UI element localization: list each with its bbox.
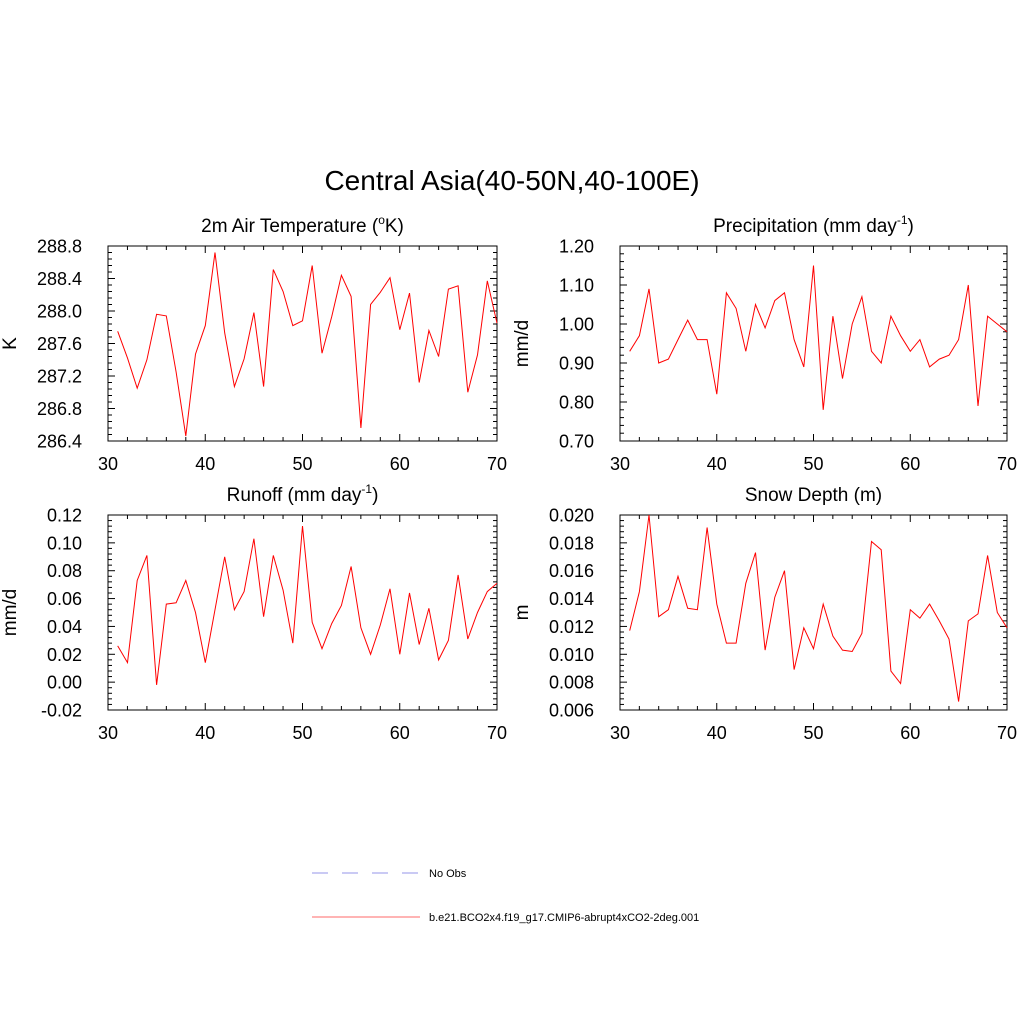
- x-tick-label: 30: [610, 454, 630, 474]
- y-tick-label: 0.02: [47, 645, 82, 665]
- y-tick-label: 0.012: [549, 617, 594, 637]
- panel-title: Runoff (mm day-1): [227, 482, 379, 506]
- figure-title: Central Asia(40-50N,40-100E): [324, 165, 699, 196]
- x-tick-label: 70: [487, 454, 507, 474]
- y-tick-label: 0.90: [559, 354, 594, 374]
- y-axis-label: m: [512, 605, 533, 621]
- plot-frame: [619, 245, 1008, 442]
- x-tick-label: 30: [98, 454, 118, 474]
- y-tick-label: 0.12: [47, 506, 82, 526]
- series-line: [629, 265, 1008, 410]
- panel-title: Snow Depth (m): [745, 485, 882, 506]
- x-tick-label: 60: [900, 723, 920, 743]
- y-tick-label: 1.20: [559, 237, 594, 257]
- panel-title-superscript: -1: [897, 213, 908, 227]
- x-tick-label: 70: [997, 454, 1017, 474]
- series-line: [117, 526, 498, 685]
- panel-title-main: Runoff (mm day: [227, 485, 362, 506]
- panel-title-tail: ): [372, 485, 378, 506]
- panel-4: 30 40 50 60 70 0.006 0.008 0.010 0.012 0.014 0.016…: [512, 485, 1017, 743]
- plot-frame: [619, 514, 1008, 711]
- y-tick-label: 0.006: [549, 701, 594, 721]
- panel-title-superscript: o: [378, 213, 385, 227]
- panel-title-main: 2m Air Temperature (: [201, 216, 379, 237]
- legend-label: No Obs: [429, 868, 467, 880]
- y-tick-label: 0.80: [559, 393, 594, 413]
- x-tick-label: 60: [900, 454, 920, 474]
- y-tick-label: 0.70: [559, 432, 594, 452]
- panel-3: 30 40 50 60 70 -0.02 0.00 0.02 0.04 0.06 0.08 0.10 0…: [0, 482, 507, 743]
- x-tick-label: 40: [707, 454, 727, 474]
- y-tick-label: 0.008: [549, 673, 594, 693]
- panel-title-tail: K): [385, 216, 404, 237]
- y-tick-label: 0.018: [549, 533, 594, 553]
- y-tick-label: 288.4: [37, 269, 82, 289]
- y-tick-label: 0.020: [549, 506, 594, 526]
- legend: No Obs b.e21.BCO2x4.f19_g17.CMIP6-abrupt4…: [312, 868, 699, 924]
- x-tick-label: 50: [803, 454, 823, 474]
- y-tick-label: 287.6: [37, 334, 82, 354]
- x-tick-label: 50: [803, 723, 823, 743]
- x-tick-label: 40: [195, 723, 215, 743]
- y-tick-label: 288.8: [37, 237, 82, 257]
- series-line: [629, 514, 1008, 702]
- y-tick-label: 287.2: [37, 367, 82, 387]
- y-tick-label: -0.02: [41, 701, 82, 721]
- panel-title: 2m Air Temperature (oK): [201, 213, 404, 237]
- y-tick-label: 0.014: [549, 589, 594, 609]
- y-tick-label: 286.4: [37, 432, 82, 452]
- y-tick-label: 0.00: [47, 673, 82, 693]
- y-tick-label: 286.8: [37, 399, 82, 419]
- x-tick-label: 40: [707, 723, 727, 743]
- x-tick-label: 40: [195, 454, 215, 474]
- y-tick-label: 0.10: [47, 533, 82, 553]
- legend-label: b.e21.BCO2x4.f19_g17.CMIP6-abrupt4xCO2-2…: [429, 912, 699, 924]
- y-axis-label: K: [0, 337, 21, 350]
- panel-title-superscript: -1: [361, 482, 372, 496]
- y-tick-label: 0.04: [47, 617, 82, 637]
- panel-title-tail: ): [908, 216, 914, 237]
- panel-title: Precipitation (mm day-1): [713, 213, 914, 237]
- x-tick-label: 50: [292, 723, 312, 743]
- y-axis-label: mm/d: [0, 589, 21, 637]
- x-tick-label: 60: [390, 454, 410, 474]
- y-tick-label: 0.016: [549, 561, 594, 581]
- panel-title-main: Snow Depth (m): [745, 485, 882, 506]
- panel-2: 30 40 50 60 70 0.70 0.80 0.90 1.00 1.10 1.20 Precip…: [512, 213, 1017, 474]
- panel-group: 30 40 50 60 70 286.4 286.8 287.2 287.6 288.0 288.4…: [0, 213, 1017, 743]
- x-tick-label: 70: [997, 723, 1017, 743]
- panel-title-main: Precipitation (mm day: [713, 216, 897, 237]
- x-tick-label: 30: [98, 723, 118, 743]
- x-tick-label: 70: [487, 723, 507, 743]
- x-tick-label: 50: [292, 454, 312, 474]
- plot-frame: [107, 514, 498, 711]
- y-tick-label: 1.10: [559, 276, 594, 296]
- x-tick-label: 30: [610, 723, 630, 743]
- y-tick-label: 1.00: [559, 315, 594, 335]
- series-line: [117, 252, 498, 437]
- y-tick-label: 0.08: [47, 561, 82, 581]
- x-tick-label: 60: [390, 723, 410, 743]
- y-tick-label: 288.0: [37, 302, 82, 322]
- y-tick-label: 0.010: [549, 645, 594, 665]
- panel-1: 30 40 50 60 70 286.4 286.8 287.2 287.6 288.0 288.4…: [0, 213, 507, 474]
- y-tick-label: 0.06: [47, 589, 82, 609]
- y-axis-label: mm/d: [512, 320, 533, 368]
- plot-frame: [107, 245, 498, 442]
